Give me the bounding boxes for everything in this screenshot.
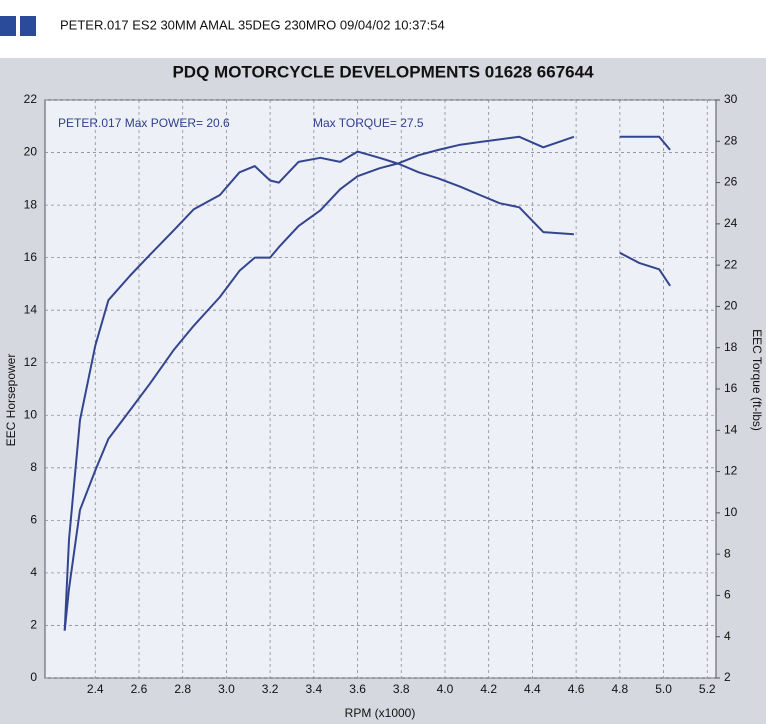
data-line [63,135,671,631]
y2-tick-label: 28 [724,133,738,147]
y2-tick-label: 18 [724,340,738,354]
y2-tick-label: 2 [724,670,731,684]
logo-block [0,16,16,36]
y2-axis-label: EEC Torque (ft-lbs) [750,329,764,431]
chart-title: PDQ MOTORCYCLE DEVELOPMENTS 01628 667644 [172,62,594,81]
data-line [63,150,671,631]
x-tick-label: 4.4 [524,682,541,696]
x-tick-label: 2.4 [87,682,104,696]
y-tick-label: 0 [30,670,37,684]
y-tick-label: 8 [30,460,37,474]
x-tick-label: 3.8 [393,682,410,696]
y2-tick-label: 6 [724,588,731,602]
y2-tick-label: 10 [724,505,738,519]
annotation: Max TORQUE= 27.5 [313,116,424,130]
x-tick-label: 2.6 [131,682,148,696]
x-tick-label: 3.4 [305,682,322,696]
y2-tick-label: 12 [724,464,738,478]
y2-tick-label: 24 [724,216,738,230]
y2-tick-label: 14 [724,422,738,436]
x-tick-label: 4.8 [611,682,628,696]
plot-area [44,99,717,679]
y2-tick-label: 8 [724,546,731,560]
y-tick-label: 18 [24,197,38,211]
x-tick-label: 2.8 [174,682,191,696]
y2-tick-label: 16 [724,381,738,395]
x-tick-label: 4.2 [480,682,497,696]
y-tick-label: 6 [30,513,37,527]
y2-tick-label: 26 [724,175,738,189]
y-tick-label: 22 [24,92,38,106]
y2-tick-label: 30 [724,92,738,106]
y-tick-label: 16 [24,250,38,264]
x-tick-label: 3.2 [262,682,279,696]
y-tick-label: 10 [24,407,38,421]
x-tick-label: 5.0 [655,682,672,696]
x-tick-label: 3.0 [218,682,235,696]
x-axis-label: RPM (x1000) [345,706,416,720]
y-tick-label: 2 [30,618,37,632]
x-tick-label: 4.0 [437,682,454,696]
annotation: PETER.017 Max POWER= 20.6 [58,116,230,130]
y2-tick-label: 20 [724,299,738,313]
y-tick-label: 12 [24,355,38,369]
y2-tick-label: 4 [724,629,731,643]
y-tick-label: 14 [24,302,38,316]
y-tick-label: 20 [24,145,38,159]
header: PETER.017 ES2 30MM AMAL 35DEG 230MRO 09/… [60,17,445,32]
x-tick-label: 4.6 [568,682,585,696]
x-tick-label: 5.2 [699,682,716,696]
y2-tick-label: 22 [724,257,738,271]
y-tick-label: 4 [30,565,37,579]
y-axis-label: EEC Horsepower [4,354,18,447]
x-tick-label: 3.6 [349,682,366,696]
logo-block [20,16,36,36]
